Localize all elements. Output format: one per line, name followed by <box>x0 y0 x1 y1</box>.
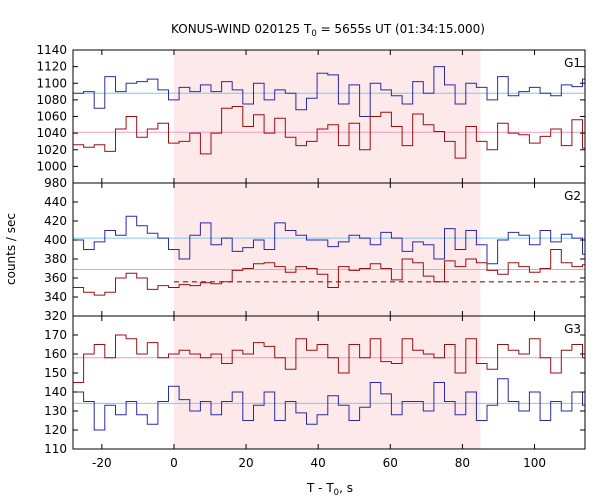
panel-label: G3 <box>564 322 581 336</box>
series-line-1 <box>73 334 585 383</box>
y-axis-label: counts / sec <box>4 213 18 285</box>
x-tick-label: -20 <box>92 456 112 470</box>
y-tick-label: 120 <box>44 423 67 437</box>
shaded-interval <box>173 316 481 449</box>
chart-title: KONUS-WIND 020125 T0 = 5655s UT (01:34:1… <box>171 22 485 39</box>
series-line-0 <box>73 66 585 117</box>
y-tick-label: 340 <box>44 290 67 304</box>
shaded-interval <box>173 183 481 316</box>
y-tick-label: 1080 <box>36 93 67 107</box>
x-tick-label: 80 <box>455 456 470 470</box>
x-tick-label: 60 <box>383 456 398 470</box>
panel-g2: 320 340 360 380 400 420 440 G2 <box>44 182 586 323</box>
y-tick-label: 1120 <box>36 60 67 74</box>
y-tick-label: 1140 <box>36 43 67 57</box>
y-tick-label: 320 <box>44 309 67 323</box>
y-tick-label: 400 <box>44 233 67 247</box>
x-tick-label: 20 <box>238 456 253 470</box>
y-tick-label: 150 <box>44 366 67 380</box>
y-tick-label: 980 <box>44 176 67 190</box>
panel-label: G2 <box>564 189 581 203</box>
y-tick-label: 1000 <box>36 159 67 173</box>
y-tick-label: 1020 <box>36 143 67 157</box>
series-line-0 <box>73 215 585 265</box>
y-tick-label: 380 <box>44 252 67 266</box>
series-line-0 <box>73 378 585 431</box>
series-line-1 <box>73 106 585 159</box>
x-tick-label: 100 <box>523 456 546 470</box>
panel-g1: 980 1000 1020 1040 1060 1080 1100 1120 1140 G1 <box>36 43 586 190</box>
y-tick-label: 140 <box>44 385 67 399</box>
series-line-1 <box>73 249 585 296</box>
y-tick-label: 130 <box>44 404 67 418</box>
y-tick-label: 420 <box>44 214 67 228</box>
shaded-interval <box>173 50 481 183</box>
y-tick-label: 1100 <box>36 76 67 90</box>
y-tick-label: 1060 <box>36 110 67 124</box>
y-tick-label: 110 <box>44 442 67 456</box>
y-tick-label: 1040 <box>36 126 67 140</box>
x-tick-label: 0 <box>170 456 178 470</box>
y-tick-label: 360 <box>44 271 67 285</box>
panel-frame <box>72 315 586 450</box>
panel-g3: 110 120 130 140 150 160 170 G3 <box>44 315 586 456</box>
panel-label: G1 <box>564 56 581 70</box>
y-tick-label: 440 <box>44 195 67 209</box>
x-axis-label: T - T0, s <box>306 481 353 498</box>
y-tick-label: 170 <box>44 328 67 342</box>
y-tick-label: 160 <box>44 347 67 361</box>
plot-area: 98010001020104010601080110011201140G1320… <box>36 43 586 470</box>
x-tick-label: 40 <box>311 456 326 470</box>
